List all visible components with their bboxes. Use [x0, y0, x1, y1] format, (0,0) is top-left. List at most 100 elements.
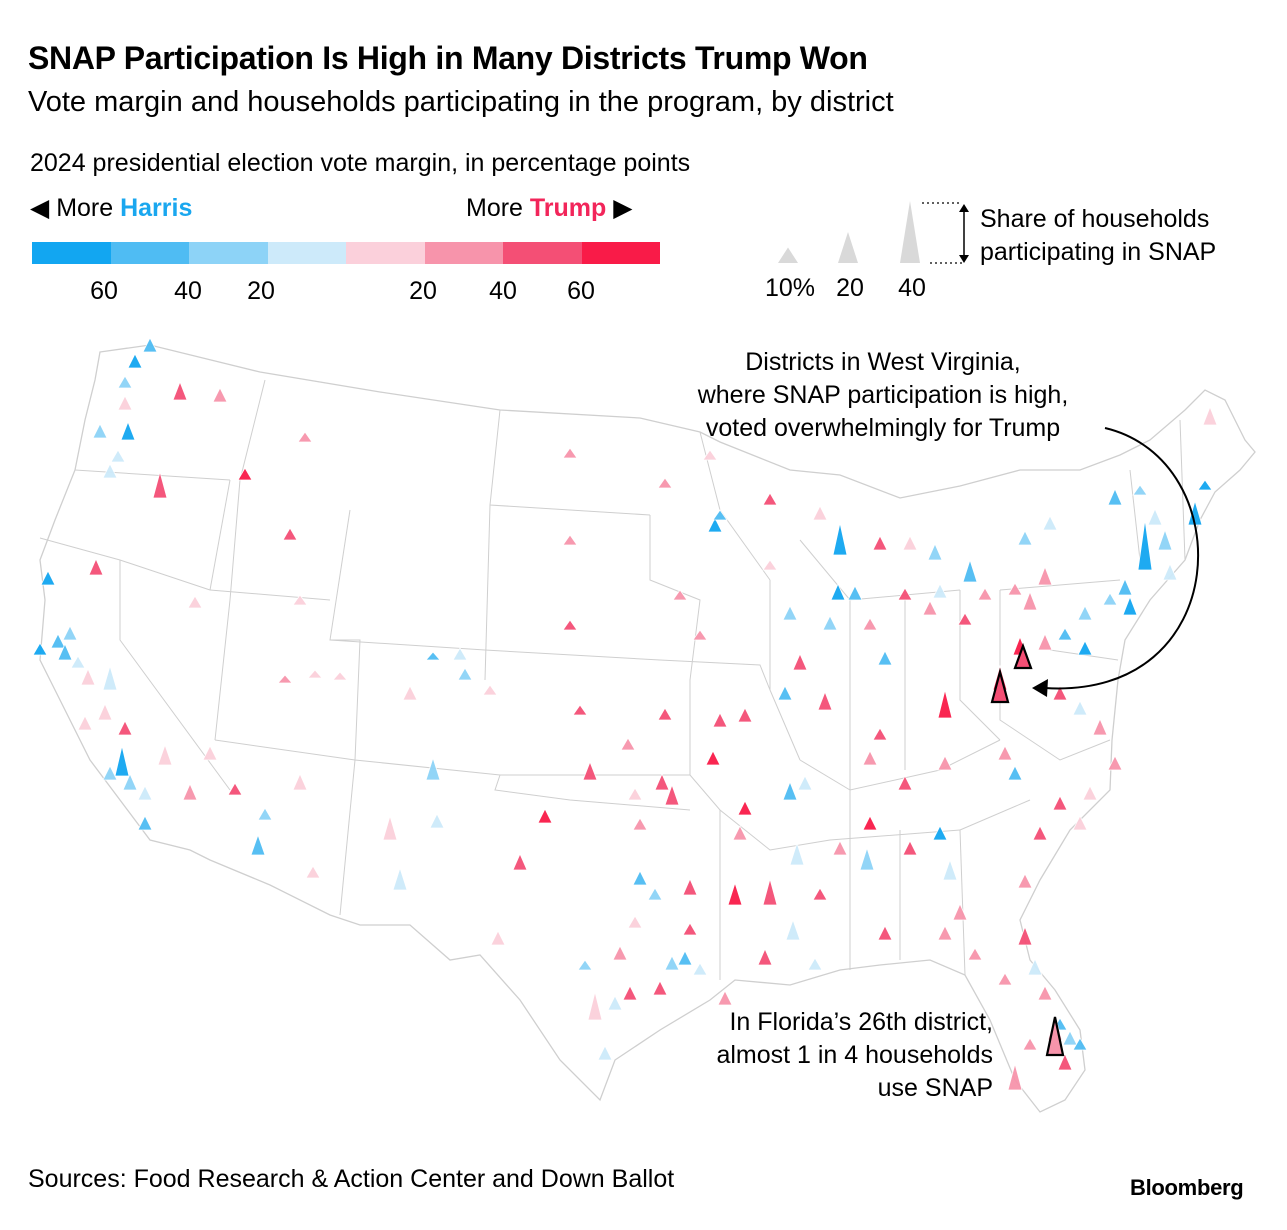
district-marker [732, 825, 748, 841]
district-marker [137, 785, 153, 801]
district-marker [490, 930, 506, 946]
district-marker [762, 559, 778, 571]
district-marker [382, 814, 398, 841]
district-marker [932, 583, 948, 599]
district-marker [597, 1045, 613, 1061]
district-marker [1057, 627, 1073, 641]
district-marker [822, 615, 838, 631]
district-marker [102, 765, 118, 781]
district-marker [77, 715, 93, 731]
district-marker [1102, 592, 1118, 606]
district-marker [702, 449, 718, 461]
district-marker [88, 558, 104, 576]
district-marker [1202, 405, 1218, 426]
district-marker [1037, 985, 1053, 1001]
district-marker [692, 629, 708, 641]
source-note: Sources: Food Research & Action Center a… [28, 1165, 675, 1193]
district-marker [452, 647, 468, 661]
district-marker [182, 783, 198, 801]
bloomberg-logo: Bloomberg [1130, 1175, 1244, 1200]
district-marker [877, 650, 893, 666]
district-marker [782, 605, 798, 621]
district-marker [902, 840, 918, 856]
district-marker [1077, 605, 1093, 621]
district-marker [897, 775, 913, 791]
district-marker [572, 704, 588, 716]
chart-title: SNAP Participation Is High in Many Distr… [28, 40, 868, 76]
district-marker [1137, 519, 1153, 571]
district-marker [292, 773, 308, 791]
district-marker [922, 600, 938, 616]
state-outlines [39, 344, 1256, 1113]
district-marker [80, 668, 96, 686]
legend-harris-label: Harris [120, 194, 193, 222]
district-marker [877, 925, 893, 941]
highlighted-district-marker [1013, 642, 1033, 670]
district-marker [1017, 873, 1033, 889]
state-border [959, 799, 1031, 831]
district-marker [237, 467, 253, 481]
district-marker [122, 773, 138, 791]
district-marker [657, 477, 673, 489]
district-marker [997, 745, 1013, 761]
district-marker [807, 957, 823, 971]
district-marker [937, 925, 953, 941]
size-legend-triangle [900, 201, 920, 263]
district-marker [897, 587, 913, 601]
size-legend-label: 40 [898, 274, 926, 302]
district-marker [1052, 685, 1068, 701]
arrow-left-icon: ◀ [30, 194, 50, 222]
district-marker [952, 903, 968, 921]
district-marker [1092, 718, 1108, 736]
fl-annotation-line-3: use SNAP [877, 1074, 993, 1102]
district-marker [757, 948, 773, 966]
district-marker [402, 685, 418, 701]
district-marker [512, 853, 528, 871]
district-marker [727, 881, 743, 906]
wv-annotation-line-3: voted overwhelmingly for Trump [705, 414, 1061, 442]
state-border [214, 379, 266, 741]
district-marker [62, 625, 78, 641]
arrow-right-icon: ▶ [613, 194, 633, 222]
color-scale-tick: 40 [489, 277, 517, 305]
us-outline [39, 344, 1256, 1113]
district-marker [677, 950, 693, 966]
district-marker [1072, 815, 1088, 831]
chart-subtitle: Vote margin and households participating… [28, 86, 894, 118]
state-border [329, 509, 361, 761]
color-scale-step-7 [503, 242, 582, 264]
district-marker [1107, 755, 1123, 771]
district-marker [1197, 479, 1213, 491]
district-marker [92, 423, 108, 439]
highlighted-district-marker [1045, 1016, 1065, 1057]
state-border [769, 580, 801, 761]
district-marker [1072, 700, 1088, 716]
district-marker [962, 558, 978, 583]
district-marker [137, 815, 153, 831]
district-marker [847, 585, 863, 601]
district-marker [830, 583, 846, 601]
district-marker [172, 380, 188, 401]
state-border [209, 479, 231, 591]
state-border [329, 639, 661, 661]
state-border [999, 579, 1121, 591]
district-marker [582, 760, 598, 781]
district-marker [862, 815, 878, 831]
highlighted-district-marker [990, 667, 1010, 704]
district-marker [282, 527, 298, 541]
district-marker [57, 643, 73, 661]
district-marker [257, 807, 273, 821]
district-marker [664, 783, 680, 806]
district-marker [832, 840, 848, 856]
district-marker [762, 492, 778, 506]
district-marker [612, 945, 628, 961]
district-marker [782, 780, 798, 801]
color-scale-tick: 40 [174, 277, 202, 305]
color-scale-step-1 [32, 242, 111, 264]
annotation-curve [1044, 427, 1200, 690]
district-marker [622, 985, 638, 1001]
district-marker [307, 669, 323, 679]
district-marker [1042, 515, 1058, 531]
snap-share-legend-label: Share of households participating in SNA… [980, 203, 1216, 269]
